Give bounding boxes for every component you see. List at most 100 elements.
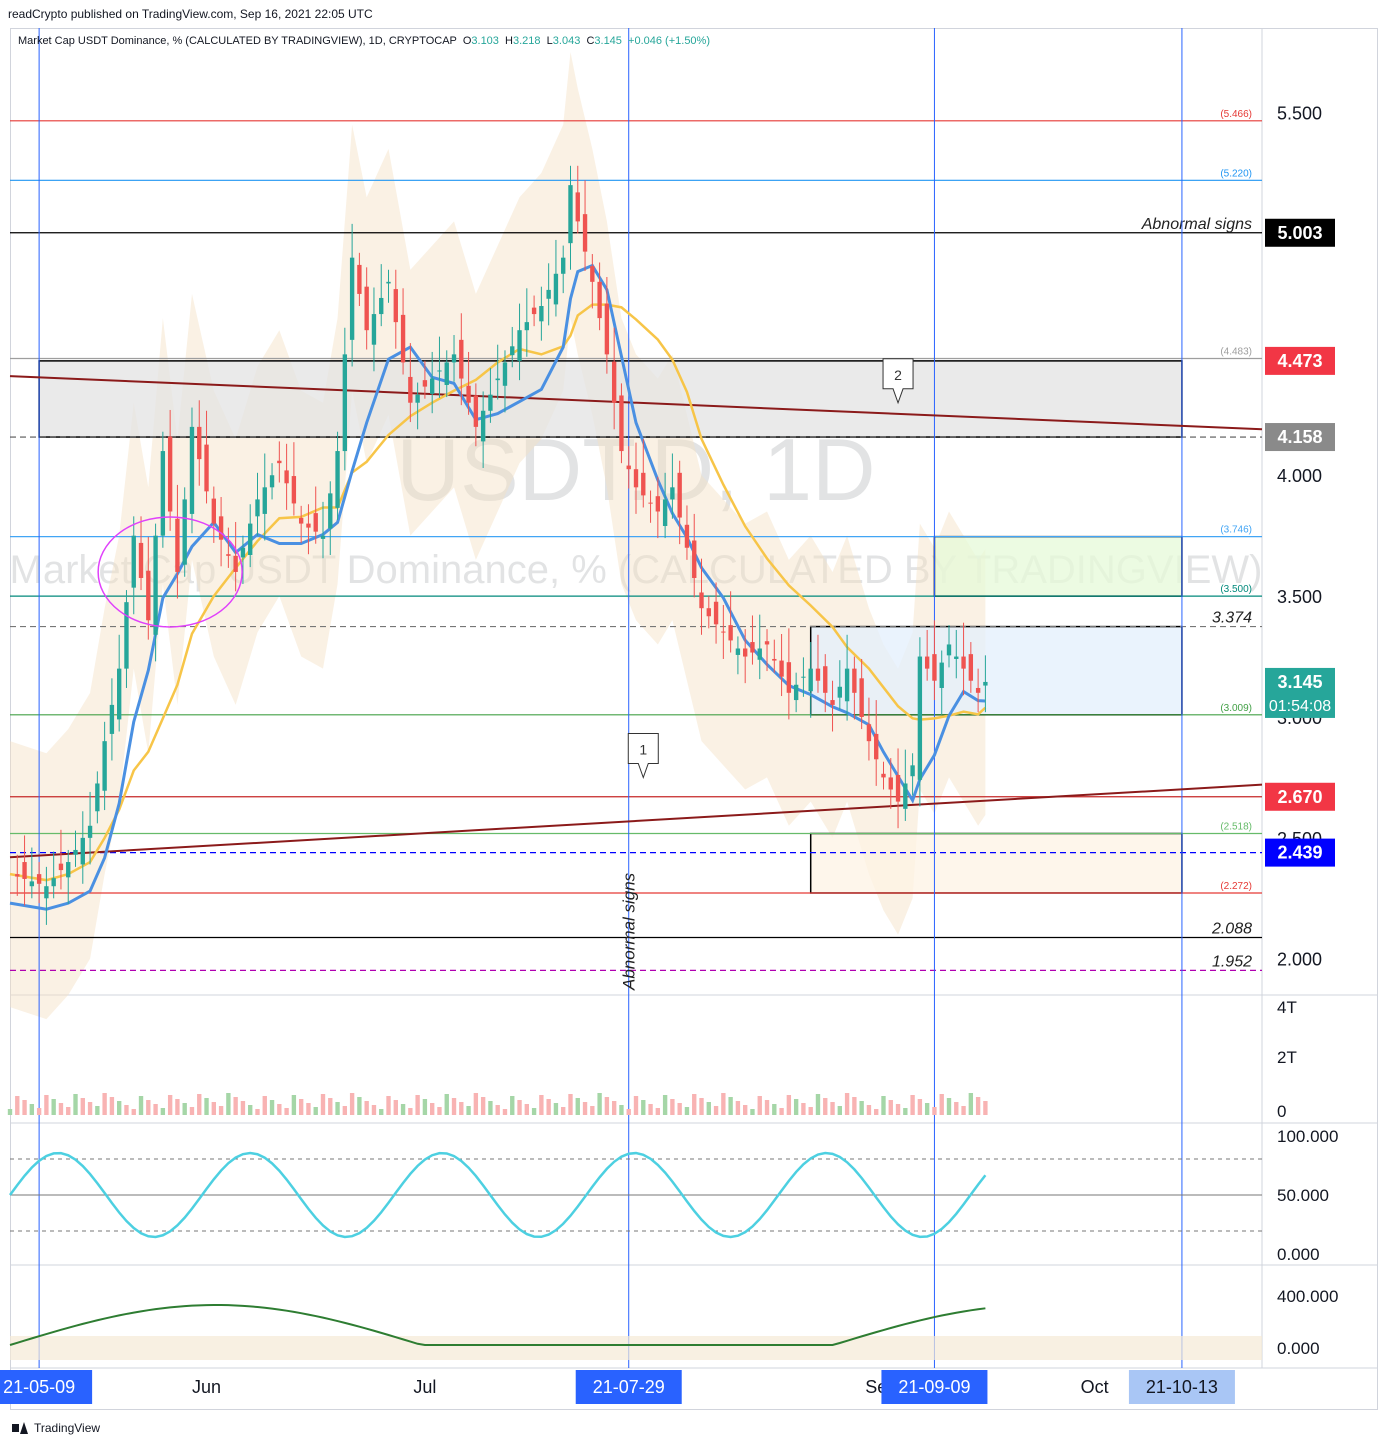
candle-body — [866, 724, 872, 742]
volume-bar — [655, 1108, 661, 1115]
volume-bar — [160, 1108, 166, 1115]
volume-bar — [597, 1093, 602, 1115]
volume-bar — [124, 1105, 129, 1115]
candle-body — [852, 668, 857, 693]
candle-body — [837, 686, 842, 698]
volume-bar — [262, 1096, 267, 1115]
volume-bar — [728, 1097, 733, 1115]
date-badge-bg — [575, 1370, 682, 1404]
volume-bar — [87, 1102, 93, 1115]
volume-bar — [568, 1094, 573, 1115]
volume-bar — [735, 1101, 741, 1115]
price-badge-label: 4.473 — [1277, 351, 1322, 371]
candle-body — [342, 354, 348, 452]
volume-bar — [641, 1100, 646, 1115]
volume-bar — [226, 1093, 231, 1115]
level-label: 1.952 — [1212, 953, 1252, 970]
volume-bar — [175, 1099, 180, 1115]
candle-body — [320, 535, 326, 539]
candle-body — [975, 687, 981, 693]
candle-body — [138, 542, 144, 578]
volume-bar — [357, 1097, 362, 1115]
candle-body — [779, 660, 784, 677]
price-badge: 4.473 — [1265, 346, 1335, 375]
volume-bar — [277, 1104, 282, 1115]
volume-bar — [233, 1097, 238, 1115]
volume-bar — [102, 1093, 107, 1115]
candle-body — [903, 783, 908, 809]
candle-body — [539, 306, 544, 322]
candle-body — [655, 496, 661, 512]
volume-bar — [131, 1109, 136, 1115]
candle-body — [233, 555, 238, 572]
volume-bar — [371, 1105, 377, 1115]
candle-body — [764, 641, 770, 645]
volume-bar — [73, 1094, 78, 1115]
callout-label: 1 — [639, 742, 647, 758]
volume-bar — [248, 1105, 253, 1115]
volume-bar — [44, 1095, 49, 1115]
month-label: Jun — [192, 1377, 221, 1397]
candle-body — [859, 678, 864, 717]
volume-bar — [684, 1107, 690, 1115]
candle-body — [211, 498, 216, 524]
volume-bar — [422, 1099, 428, 1115]
volume-bar — [502, 1109, 508, 1115]
candle-body — [204, 444, 209, 492]
candle-body — [36, 874, 42, 884]
price-badge: 2.670 — [1265, 782, 1335, 811]
trend-line — [9, 375, 1263, 431]
candle-body — [910, 765, 915, 777]
candle-body — [277, 460, 282, 464]
candle-body — [924, 656, 930, 669]
candle-body — [22, 862, 27, 879]
date-badge-bg — [1128, 1370, 1235, 1404]
level-label: 3.374 — [1212, 610, 1252, 627]
price-badge-bg — [1265, 423, 1335, 452]
price-badge-bg — [1265, 218, 1335, 247]
candle-body — [728, 625, 733, 641]
volume-bar — [218, 1106, 224, 1115]
volume-bar — [153, 1104, 158, 1115]
candle-body — [568, 185, 573, 244]
volume-bar — [772, 1104, 777, 1115]
date-badge-label: 21-05-09 — [3, 1377, 75, 1397]
candle-body — [590, 266, 595, 282]
candle-body — [284, 470, 289, 484]
volume-tick-label: 2T — [1277, 1048, 1297, 1067]
candle-body — [240, 547, 246, 558]
candle-body — [328, 493, 333, 529]
volume-bar — [903, 1108, 908, 1115]
candle-body — [510, 346, 515, 356]
bollinger-band — [10, 52, 986, 1020]
candle-body — [80, 837, 85, 865]
volume-bar — [459, 1102, 464, 1115]
candle-body — [131, 535, 136, 588]
volume-tick-label: 4T — [1277, 998, 1297, 1017]
price-tick-label: 3.500 — [1277, 587, 1322, 607]
volume-bar — [750, 1109, 755, 1115]
volume-bar — [364, 1101, 369, 1115]
level-label: (2.272) — [1220, 881, 1252, 892]
candle-body — [633, 469, 639, 488]
price-badge-label: 5.003 — [1277, 223, 1322, 243]
candle-body — [15, 874, 20, 877]
month-label: Jul — [413, 1377, 436, 1397]
volume-bar — [182, 1103, 187, 1115]
candle-body — [793, 684, 799, 701]
tradingview-logo-icon — [12, 1422, 28, 1434]
volume-bar — [721, 1093, 726, 1115]
candle-body — [801, 676, 806, 678]
volume-bar — [924, 1103, 930, 1115]
zone-box — [809, 832, 1183, 894]
candle-body — [561, 257, 566, 274]
candle-body — [226, 554, 231, 556]
volume-bar — [954, 1102, 959, 1115]
candle-body — [349, 257, 355, 340]
candle-body — [772, 658, 777, 661]
legend-title: Market Cap USDT Dominance, % (CALCULATED… — [18, 35, 457, 47]
price-tick-label: 5.500 — [1277, 104, 1322, 124]
lower-tick-label: 0.000 — [1277, 1339, 1320, 1358]
candle-body — [473, 395, 479, 427]
